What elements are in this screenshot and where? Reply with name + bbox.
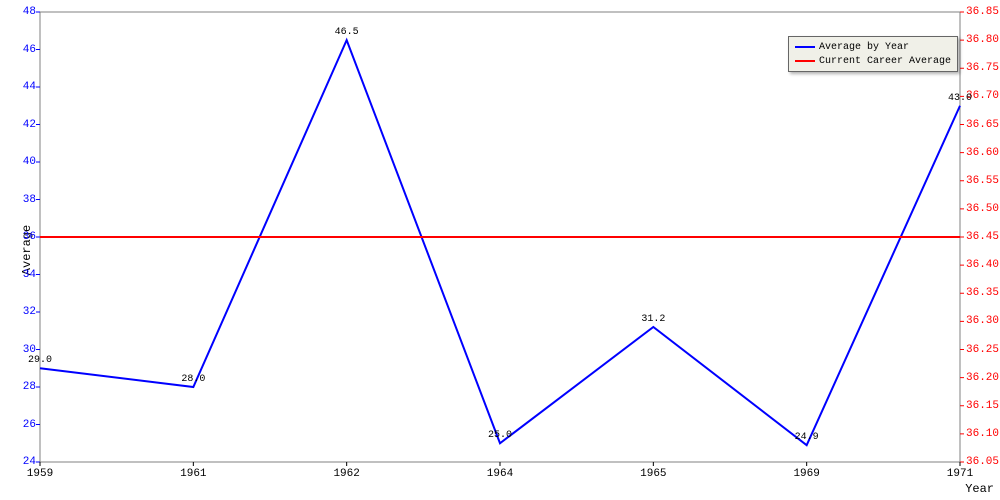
dual-axis-line-chart: Average Year Average by YearCurrent Care… (0, 0, 1000, 500)
y-right-tick-label: 36.35 (966, 287, 999, 299)
y-right-tick-label: 36.65 (966, 119, 999, 131)
x-tick-label: 1969 (793, 468, 819, 480)
y-left-tick-label: 34 (6, 269, 36, 281)
y-right-tick-label: 36.40 (966, 259, 999, 271)
y-left-tick-label: 36 (6, 231, 36, 243)
y-left-tick-label: 26 (6, 419, 36, 431)
y-right-tick-label: 36.20 (966, 372, 999, 384)
y-left-tick-label: 48 (6, 6, 36, 18)
legend: Average by Year Current Career Average (788, 36, 958, 72)
y-left-tick-label: 38 (6, 194, 36, 206)
x-tick-label: 1962 (333, 468, 359, 480)
x-axis-label: Year (965, 482, 994, 496)
legend-swatch (795, 46, 815, 48)
data-point-label: 25.0 (488, 430, 512, 441)
y-left-tick-label: 32 (6, 306, 36, 318)
y-right-tick-label: 36.10 (966, 428, 999, 440)
y-left-tick-label: 28 (6, 381, 36, 393)
data-point-label: 31.2 (641, 314, 665, 325)
y-right-tick-label: 36.80 (966, 34, 999, 46)
y-right-tick-label: 36.30 (966, 315, 999, 327)
y-right-tick-label: 36.75 (966, 62, 999, 74)
x-tick-label: 1959 (27, 468, 53, 480)
legend-swatch (795, 60, 815, 62)
y-left-tick-label: 40 (6, 156, 36, 168)
data-point-label: 28.0 (181, 374, 205, 385)
data-point-label: 24.9 (795, 432, 819, 443)
y-right-tick-label: 36.45 (966, 231, 999, 243)
y-right-tick-label: 36.60 (966, 147, 999, 159)
y-right-tick-label: 36.25 (966, 344, 999, 356)
legend-label: Current Career Average (819, 56, 951, 67)
y-right-tick-label: 36.50 (966, 203, 999, 215)
y-right-tick-label: 36.05 (966, 456, 999, 468)
y-left-tick-label: 24 (6, 456, 36, 468)
legend-item: Average by Year (795, 40, 951, 54)
y-right-tick-label: 36.85 (966, 6, 999, 18)
plot-area (0, 0, 1000, 500)
legend-item: Current Career Average (795, 54, 951, 68)
data-point-label: 43.0 (948, 93, 972, 104)
y-left-tick-label: 46 (6, 44, 36, 56)
legend-label: Average by Year (819, 42, 909, 53)
x-tick-label: 1965 (640, 468, 666, 480)
x-tick-label: 1964 (487, 468, 513, 480)
x-tick-label: 1961 (180, 468, 206, 480)
y-right-tick-label: 36.15 (966, 400, 999, 412)
data-point-label: 46.5 (335, 27, 359, 38)
y-left-tick-label: 30 (6, 344, 36, 356)
y-left-tick-label: 42 (6, 119, 36, 131)
y-right-tick-label: 36.55 (966, 175, 999, 187)
y-left-tick-label: 44 (6, 81, 36, 93)
data-point-label: 29.0 (28, 355, 52, 366)
x-tick-label: 1971 (947, 468, 973, 480)
